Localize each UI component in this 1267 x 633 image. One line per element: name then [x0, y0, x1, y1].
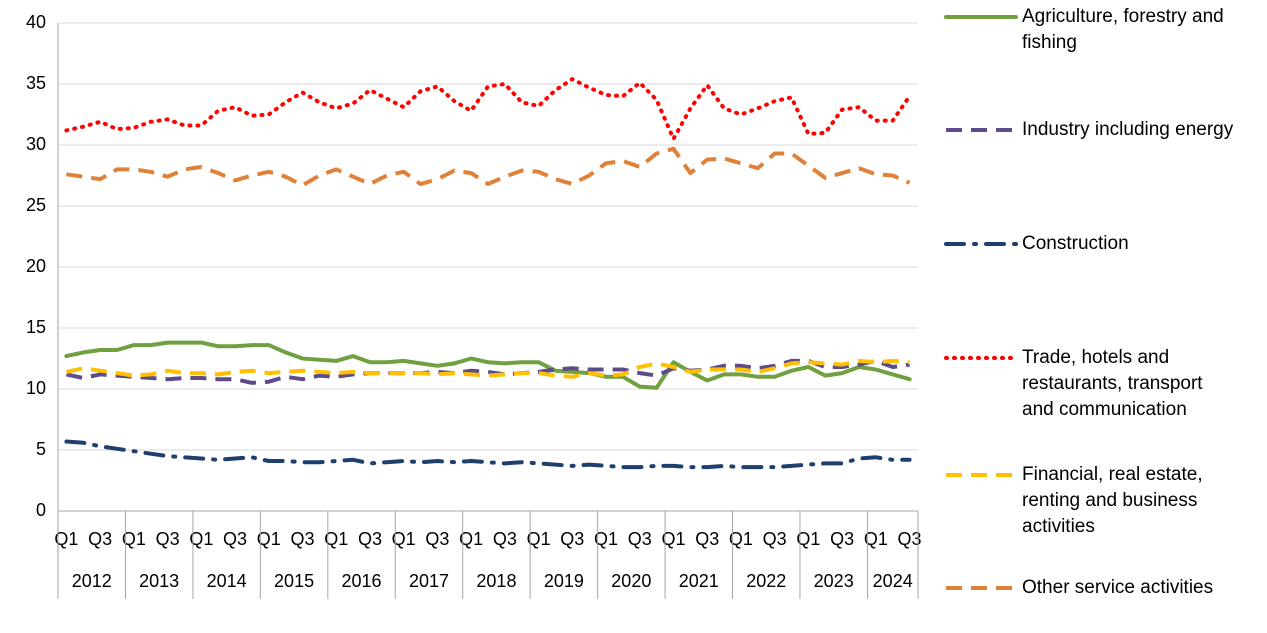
x-tick-label: Q1 [257, 529, 281, 549]
x-tick-label: Q3 [425, 529, 449, 549]
x-tick-label: Q1 [122, 529, 146, 549]
series-line [64, 77, 912, 141]
x-tick-label: Q3 [223, 529, 247, 549]
legend-item: Agriculture, forestry and fishing [940, 4, 1260, 56]
legend-label: Industry including energy [1022, 119, 1234, 140]
series-line [65, 358, 910, 379]
legend-swatch [946, 128, 1016, 132]
series-line [65, 358, 910, 385]
x-group-label: 2016 [342, 571, 382, 591]
x-tick-label: Q1 [527, 529, 551, 549]
x-group-label: 2012 [72, 571, 112, 591]
x-tick-label: Q1 [54, 529, 78, 549]
x-group-label: 2015 [274, 571, 314, 591]
y-tick-label: 35 [26, 73, 46, 93]
y-tick-label: 25 [26, 195, 46, 215]
series-line [66, 146, 911, 188]
y-tick-label: 15 [26, 317, 46, 337]
x-tick-label: Q1 [459, 529, 483, 549]
x-tick-label: Q3 [358, 529, 382, 549]
legend-item: Industry including energy [940, 117, 1260, 143]
x-tick-label: Q3 [695, 529, 719, 549]
x-group-label: 2014 [207, 571, 247, 591]
x-tick-label: Q3 [156, 529, 180, 549]
x-tick-label: Q3 [560, 529, 584, 549]
legend-item: Other service activities [940, 575, 1260, 601]
legend-item: Trade, hotels and restaurants, transport… [940, 345, 1260, 423]
x-group-label: 2023 [814, 571, 854, 591]
x-tick-label: Q1 [189, 529, 213, 549]
x-tick-label: Q3 [898, 529, 922, 549]
x-tick-label: Q3 [291, 529, 315, 549]
x-tick-label: Q3 [628, 529, 652, 549]
x-tick-label: Q1 [864, 529, 888, 549]
x-group-label: 2020 [611, 571, 651, 591]
x-tick-label: Q1 [392, 529, 416, 549]
x-group-label: 2013 [139, 571, 179, 591]
series-line [64, 439, 912, 470]
legend-swatch [946, 473, 1016, 477]
x-tick-label: Q1 [661, 529, 685, 549]
x-tick-label: Q3 [763, 529, 787, 549]
legend-swatch [944, 15, 1018, 19]
y-tick-label: 20 [26, 256, 46, 276]
legend-label: Financial, real estate, renting and busi… [1022, 464, 1203, 537]
y-tick-label: 5 [36, 439, 46, 459]
x-group-label: 2019 [544, 571, 584, 591]
series-line [64, 340, 912, 390]
legend-swatch [944, 356, 1018, 360]
legend-label: Construction [1022, 233, 1129, 254]
legend-swatch [944, 242, 1018, 246]
legend-label: Trade, hotels and restaurants, transport… [1022, 347, 1203, 420]
x-tick-label: Q3 [493, 529, 517, 549]
x-group-label: 2017 [409, 571, 449, 591]
chart: 0 5 10 15 20 25 30 35 40 Q1 Q3 Q1 Q3 Q1 Q3 Q1 Q3 Q1 Q3 Q1 Q3… [26, 12, 922, 599]
x-tick-label: Q3 [830, 529, 854, 549]
x-group-label: 2024 [873, 571, 913, 591]
x-group-label: 2018 [476, 571, 516, 591]
x-tick-label: Q3 [88, 529, 112, 549]
legend-item: Construction [940, 231, 1260, 257]
legend-item: Financial, real estate, renting and busi… [940, 462, 1260, 540]
y-tick-label: 10 [26, 378, 46, 398]
x-tick-label: Q1 [729, 529, 753, 549]
legend-label: Agriculture, forestry and fishing [1022, 6, 1224, 53]
x-tick-label: Q1 [594, 529, 618, 549]
x-group-label: 2021 [679, 571, 719, 591]
y-tick-label: 0 [36, 500, 46, 520]
y-tick-label: 40 [26, 12, 46, 32]
y-tick-label: 30 [26, 134, 46, 154]
legend-label: Other service activities [1022, 577, 1214, 598]
legend-swatch [946, 586, 1016, 590]
x-tick-label: Q1 [324, 529, 348, 549]
x-group-label: 2022 [746, 571, 786, 591]
x-tick-label: Q1 [796, 529, 820, 549]
